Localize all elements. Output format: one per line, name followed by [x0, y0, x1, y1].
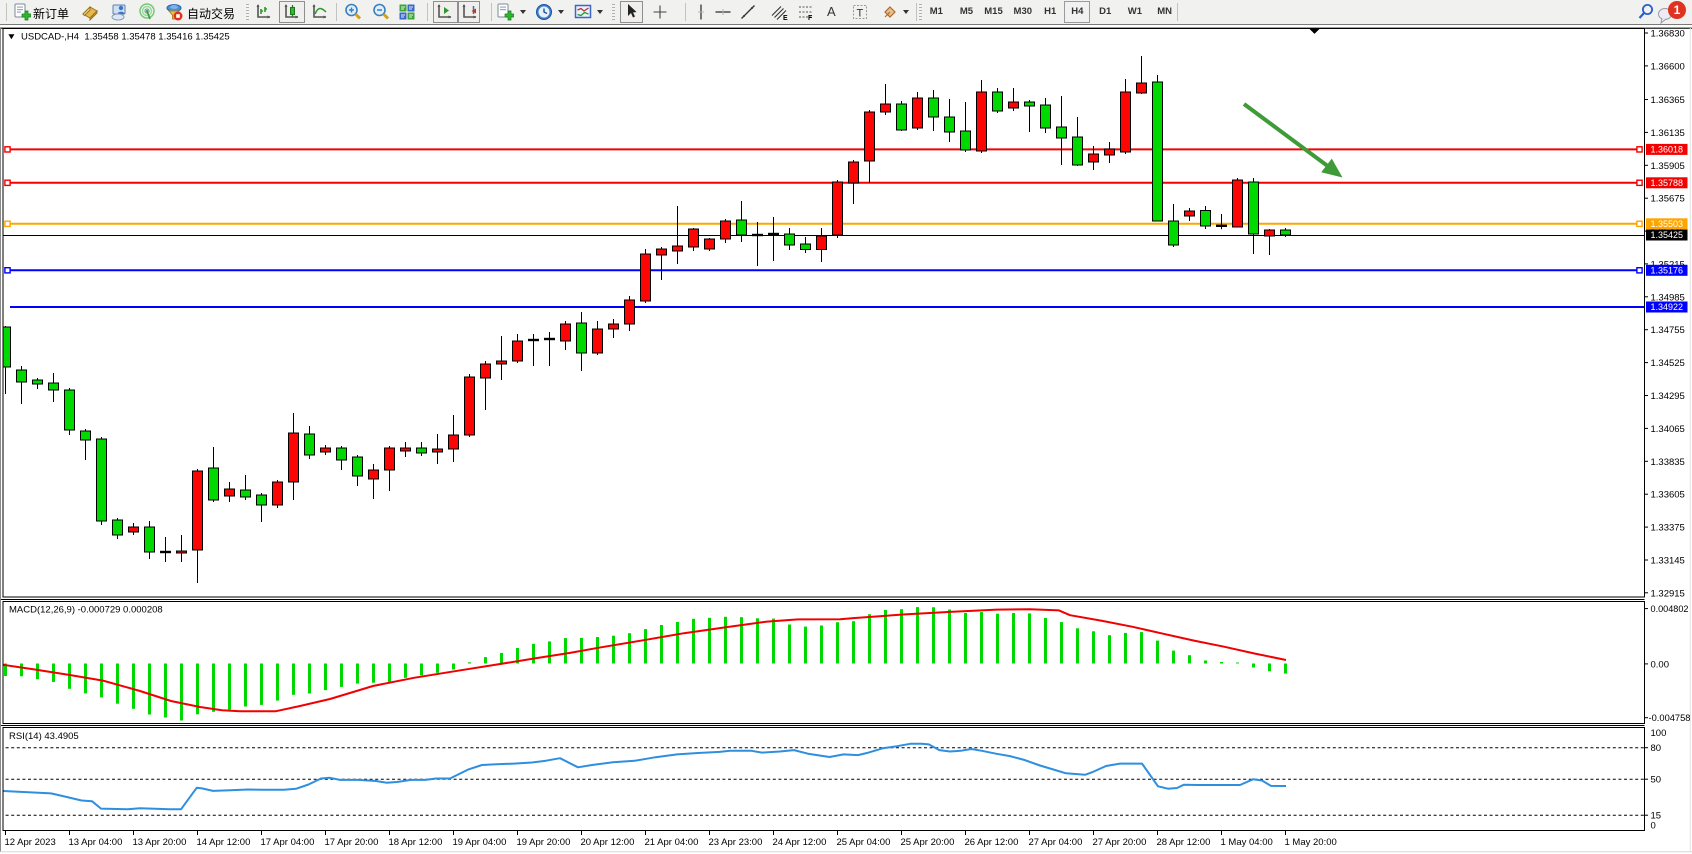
svg-text:-0.004758: -0.004758 [1649, 713, 1691, 724]
svg-text:USDCAD-,H4 1.35458 1.35478 1.: USDCAD-,H4 1.35458 1.35478 1.35416 1.354… [21, 32, 230, 43]
svg-text:17 Apr 20:00: 17 Apr 20:00 [325, 837, 379, 848]
svg-text:26 Apr 12:00: 26 Apr 12:00 [965, 837, 1019, 848]
svg-text:1.36018: 1.36018 [1651, 145, 1684, 155]
svg-text:1.34065: 1.34065 [1651, 424, 1685, 435]
svg-text:1.33375: 1.33375 [1651, 523, 1685, 534]
svg-text:MACD(12,26,9) -0.000729 0.0002: MACD(12,26,9) -0.000729 0.000208 [9, 605, 163, 616]
svg-text:28 Apr 12:00: 28 Apr 12:00 [1157, 837, 1211, 848]
svg-text:0: 0 [1651, 821, 1656, 832]
svg-text:13 Apr 20:00: 13 Apr 20:00 [133, 837, 187, 848]
svg-text:19 Apr 20:00: 19 Apr 20:00 [517, 837, 571, 848]
svg-text:80: 80 [1651, 743, 1662, 754]
svg-text:21 Apr 04:00: 21 Apr 04:00 [645, 837, 699, 848]
svg-text:18 Apr 12:00: 18 Apr 12:00 [389, 837, 443, 848]
svg-text:1.35905: 1.35905 [1651, 161, 1685, 172]
svg-text:0.00: 0.00 [1651, 659, 1670, 670]
svg-text:25 Apr 20:00: 25 Apr 20:00 [901, 837, 955, 848]
svg-text:F: F [808, 15, 813, 21]
svg-text:1.34525: 1.34525 [1651, 358, 1685, 369]
svg-text:15: 15 [1651, 811, 1662, 822]
svg-text:14 Apr 12:00: 14 Apr 12:00 [197, 837, 251, 848]
svg-text:1.35176: 1.35176 [1651, 266, 1684, 276]
svg-text:19 Apr 04:00: 19 Apr 04:00 [453, 837, 507, 848]
svg-text:1.34922: 1.34922 [1651, 302, 1684, 312]
svg-text:1.34295: 1.34295 [1651, 391, 1685, 402]
svg-text:1.35675: 1.35675 [1651, 194, 1685, 205]
svg-text:1 May 04:00: 1 May 04:00 [1221, 837, 1273, 848]
svg-text:50: 50 [1651, 775, 1662, 786]
svg-text:1.34755: 1.34755 [1651, 325, 1685, 336]
svg-text:1.33145: 1.33145 [1651, 556, 1685, 567]
svg-text:12 Apr 2023: 12 Apr 2023 [5, 837, 56, 848]
svg-text:1.35503: 1.35503 [1651, 219, 1684, 229]
svg-text:E: E [783, 15, 788, 21]
svg-text:1.36600: 1.36600 [1651, 61, 1685, 72]
svg-text:25 Apr 04:00: 25 Apr 04:00 [837, 837, 891, 848]
svg-text:20 Apr 12:00: 20 Apr 12:00 [581, 837, 635, 848]
svg-text:27 Apr 20:00: 27 Apr 20:00 [1093, 837, 1147, 848]
svg-text:1.32915: 1.32915 [1651, 588, 1685, 599]
svg-text:27 Apr 04:00: 27 Apr 04:00 [1029, 837, 1083, 848]
svg-text:1.35788: 1.35788 [1651, 178, 1684, 188]
svg-text:13 Apr 04:00: 13 Apr 04:00 [69, 837, 123, 848]
svg-text:1.36365: 1.36365 [1651, 95, 1685, 106]
svg-text:1.33605: 1.33605 [1651, 490, 1685, 501]
svg-text:1.36830: 1.36830 [1651, 29, 1685, 40]
svg-text:0.004802: 0.004802 [1651, 604, 1689, 615]
svg-text:T: T [857, 8, 864, 20]
svg-text:17 Apr 04:00: 17 Apr 04:00 [261, 837, 315, 848]
svg-text:1.36135: 1.36135 [1651, 128, 1685, 139]
svg-text:1 May 20:00: 1 May 20:00 [1285, 837, 1337, 848]
svg-text:100: 100 [1651, 728, 1667, 739]
svg-text:1.35425: 1.35425 [1651, 230, 1684, 240]
svg-text:23 Apr 23:00: 23 Apr 23:00 [709, 837, 763, 848]
svg-text:1.33835: 1.33835 [1651, 457, 1685, 468]
svg-text:24 Apr 12:00: 24 Apr 12:00 [773, 837, 827, 848]
svg-text:1.34985: 1.34985 [1651, 292, 1685, 303]
svg-text:RSI(14) 43.4905: RSI(14) 43.4905 [9, 731, 79, 742]
